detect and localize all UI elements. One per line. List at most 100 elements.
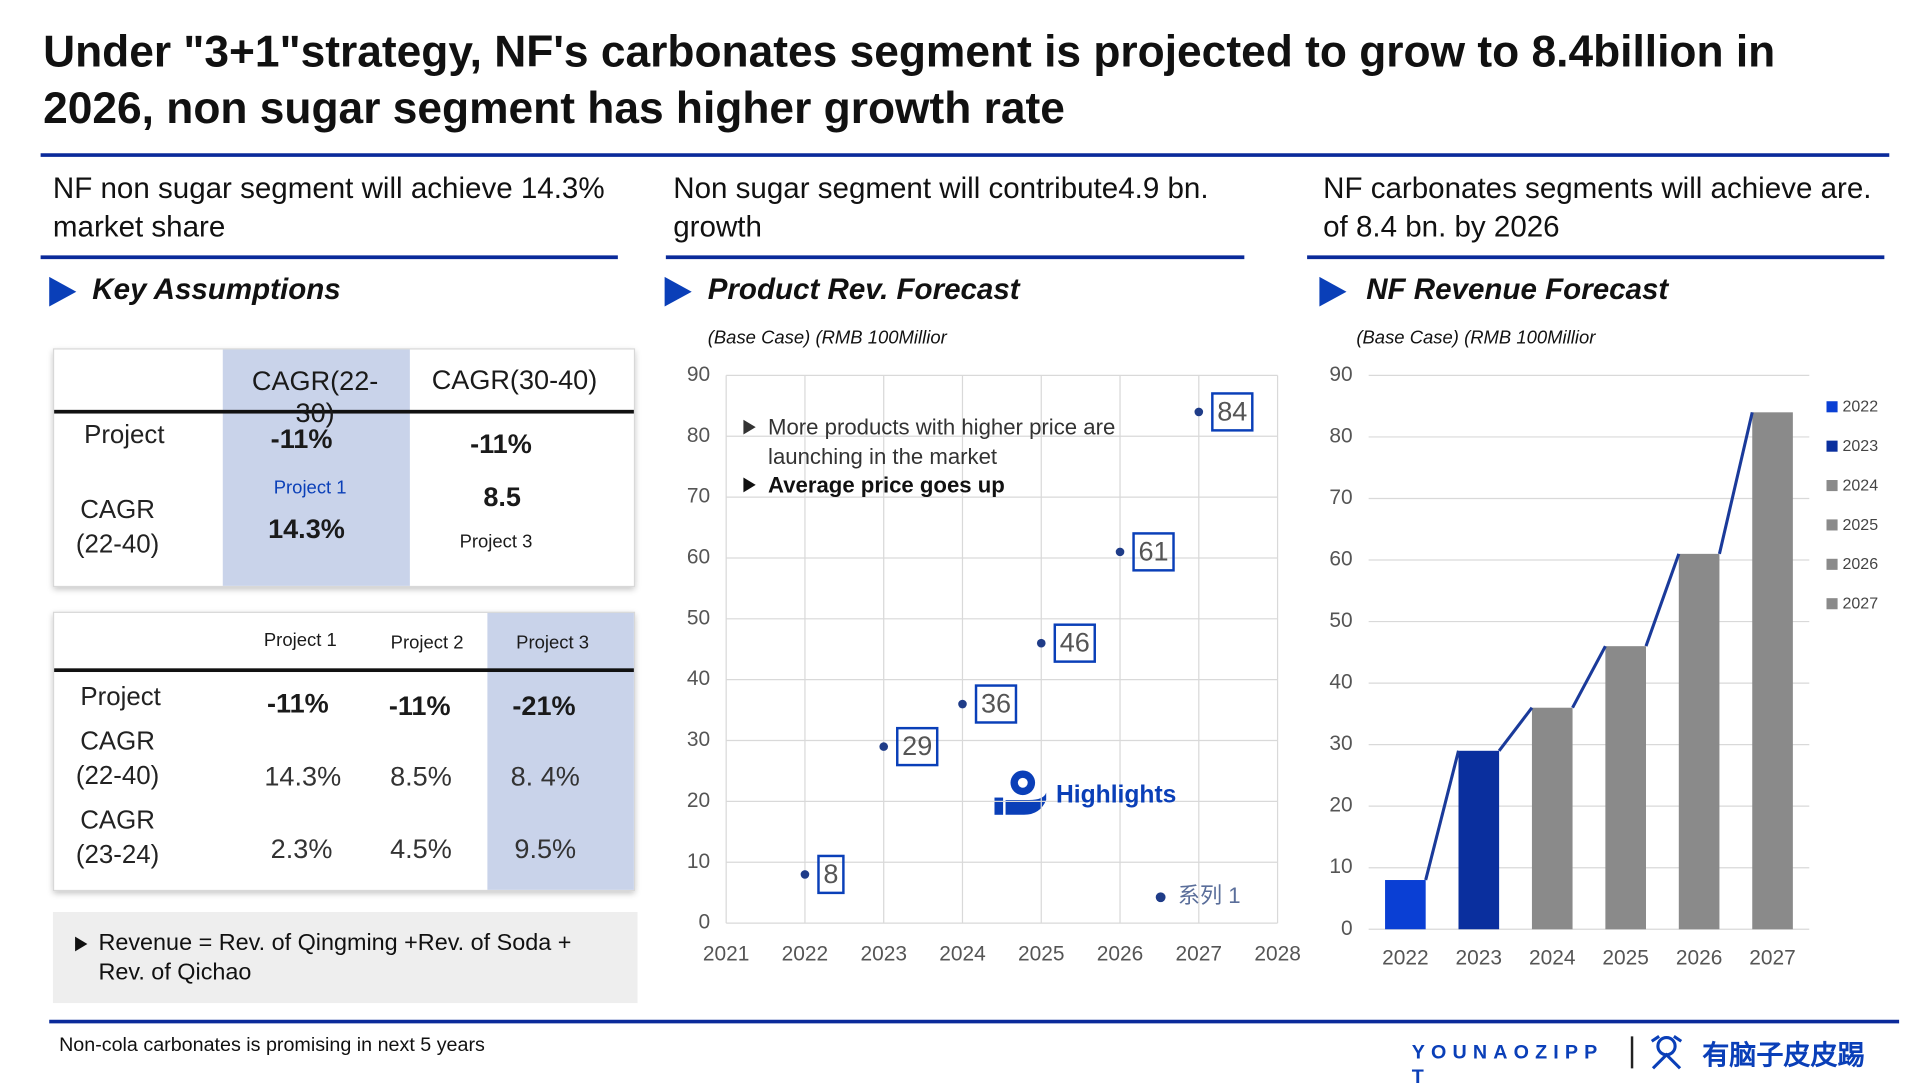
trend-segment (1571, 645, 1607, 709)
chart-subtitle: (Base Case) (RMB 100Millior (1356, 327, 1596, 349)
x-tick-label: 2026 (1676, 946, 1723, 969)
legend-marker (1155, 892, 1166, 903)
y-tick-label: 80 (1329, 424, 1352, 447)
cell: 8. 4% (510, 760, 580, 792)
cell-note: Project 1 (273, 477, 347, 499)
x-tick-label: 2022 (1382, 946, 1429, 969)
y-tick-label: 90 (1329, 363, 1352, 386)
cell: 9.5% (514, 833, 577, 865)
bar (1531, 707, 1573, 930)
y-tick-label: 50 (687, 606, 710, 629)
column-header: Project 1 (263, 630, 337, 652)
cell: -11% (270, 423, 333, 455)
row-label: Project (84, 420, 165, 450)
trend-segment (1424, 750, 1460, 881)
data-label-box (974, 684, 1018, 724)
cell: -11% (388, 690, 451, 722)
cell: 8.5% (390, 760, 452, 792)
data-label: 29 (902, 730, 932, 761)
x-tick-label: 2026 (1097, 943, 1144, 966)
point (958, 699, 967, 709)
cell: 2.3% (270, 833, 333, 865)
column-header: CAGR(22-30) (251, 365, 379, 429)
panel-heading: Non sugar segment will contribute4.9 bn.… (673, 172, 1209, 244)
highlights-icon (994, 770, 1047, 815)
x-tick-label: 2021 (703, 943, 750, 966)
point (879, 742, 889, 751)
legend-label: 2023 (1843, 438, 1879, 455)
data-label: 61 (1138, 535, 1168, 566)
data-label-box (896, 726, 939, 767)
legend-label: 2024 (1843, 477, 1879, 494)
trend-segment (1497, 706, 1534, 752)
page-title: Under "3+1"strategy, NF's carbonates seg… (43, 25, 1776, 133)
chart-subtitle: (Base Case) (RMB 100Millior (707, 327, 947, 349)
y-tick-label: 70 (1329, 486, 1352, 509)
x-tick-label: 2025 (1018, 943, 1065, 966)
data-label-box (1211, 392, 1254, 432)
x-tick-label: 2023 (860, 943, 907, 966)
header-rule (54, 409, 634, 414)
section-marker (664, 276, 692, 307)
data-label-box (1053, 623, 1096, 663)
y-tick-label: 0 (1341, 917, 1353, 940)
cell-note: Project 3 (459, 531, 533, 553)
legend-marker (1826, 480, 1838, 492)
data-label: 36 (981, 687, 1011, 718)
x-tick-label: 2023 (1456, 946, 1503, 969)
x-tick-label: 2022 (782, 943, 829, 966)
trend-segment (1644, 553, 1681, 647)
panel-heading: NF non sugar segment will achieve 14.3% … (52, 172, 605, 244)
column-header: Project 2 (390, 632, 464, 654)
y-tick-label: 10 (1329, 855, 1352, 878)
brand-icon (1650, 1035, 1683, 1070)
bar (1678, 553, 1720, 930)
bar (1752, 412, 1793, 930)
y-tick-label: 90 (687, 363, 710, 386)
x-tick-label: 2028 (1254, 943, 1301, 966)
note-text: Revenue = Rev. of Qingming +Rev. of Soda… (98, 930, 572, 986)
point (1194, 407, 1204, 417)
bar (1458, 750, 1500, 930)
row-label: CAGR (22-40) (75, 496, 160, 559)
row-label: Project (80, 683, 161, 712)
data-label: 8 (823, 858, 838, 889)
cell: 14.3% (268, 513, 345, 545)
y-tick-label: 10 (687, 850, 710, 873)
data-label: 46 (1060, 627, 1090, 658)
y-tick-label: 40 (687, 667, 710, 690)
trend-segment (1717, 411, 1754, 555)
legend-marker (1826, 440, 1838, 452)
x-tick-label: 2027 (1749, 946, 1796, 969)
bullet (75, 936, 88, 952)
legend-label: 2025 (1843, 517, 1879, 534)
panel-heading: NF carbonates segments will achieve are.… (1323, 172, 1872, 244)
legend-marker (1826, 401, 1838, 413)
x-tick-label: 2024 (1529, 946, 1576, 969)
bullet (743, 477, 756, 493)
y-tick-label: 0 (699, 911, 711, 934)
y-tick-label: 20 (1329, 794, 1352, 817)
point (800, 870, 810, 879)
column-header: Project 3 (516, 632, 590, 654)
annotation: Highlights (1056, 781, 1177, 809)
footer-text: Non-cola carbonates is promising in next… (59, 1035, 485, 1057)
highlight-column (487, 612, 634, 890)
annotation: More products with higher price are laun… (768, 414, 1116, 469)
note-box (52, 912, 638, 1004)
section-marker (1319, 276, 1347, 307)
point (1115, 547, 1125, 557)
data-label: 84 (1217, 395, 1247, 426)
legend-marker (1826, 558, 1838, 570)
section-label: Product Rev. Forecast (707, 273, 1020, 307)
x-tick-label: 2024 (939, 943, 986, 966)
y-tick-label: 30 (1329, 732, 1352, 755)
y-tick-label: 60 (687, 545, 710, 568)
cell: 14.3% (264, 760, 342, 792)
row-label: CAGR (23-24) (75, 806, 160, 869)
legend-label: 2026 (1843, 556, 1879, 573)
cell: 8.5 (483, 481, 521, 513)
